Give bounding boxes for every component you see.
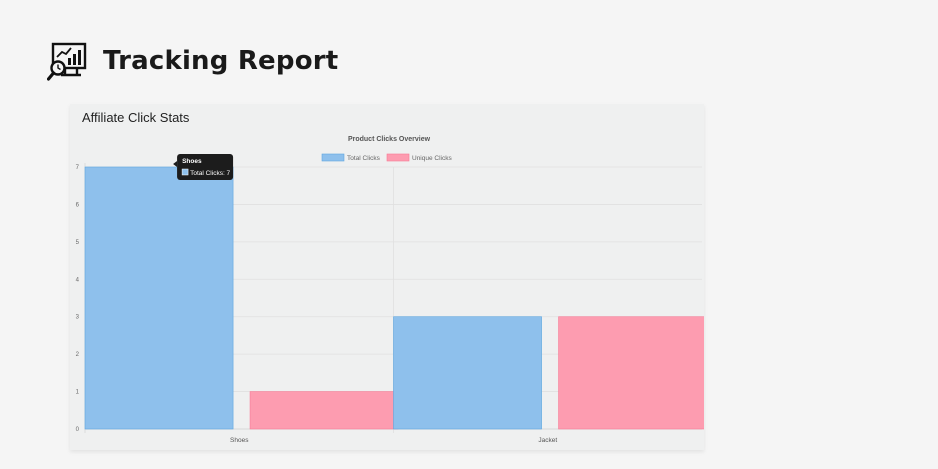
x-tick-label-0: Shoes — [230, 437, 249, 444]
y-tick-label-5: 5 — [76, 240, 80, 246]
y-tick-label-3: 3 — [76, 315, 80, 321]
y-tick-label-2: 2 — [76, 352, 80, 358]
tooltip-caret — [173, 161, 178, 167]
analytics-monitor-icon — [47, 42, 87, 81]
tooltip-box — [177, 154, 234, 180]
page-title: Tracking Report — [103, 46, 339, 76]
tooltip-title: Shoes — [182, 158, 202, 165]
bar-jacket-1 — [558, 316, 704, 430]
y-tick-label-1: 1 — [76, 390, 80, 396]
y-tick-label-0: 0 — [76, 427, 80, 433]
card-title: Affiliate Click Stats — [82, 110, 190, 125]
bar-chart: Product Clicks Overview Total Clicks Uniqu… — [76, 136, 704, 444]
legend-swatch-0 — [321, 153, 345, 162]
x-tick-label-1: Jacket — [538, 437, 557, 444]
bar-shoes-0 — [84, 166, 234, 430]
legend-label-1: Unique Clicks — [412, 155, 452, 162]
legend-swatch-1 — [386, 153, 410, 162]
y-tick-label-7: 7 — [76, 165, 80, 171]
bar-jacket-0 — [393, 316, 542, 430]
y-tick-label-6: 6 — [76, 202, 80, 208]
tooltip-label: Total Clicks: 7 — [190, 170, 230, 177]
page-header: Tracking Report — [47, 40, 338, 82]
chart-title: Product Clicks Overview — [348, 136, 431, 143]
y-tick-label-4: 4 — [76, 277, 80, 283]
tooltip-swatch — [181, 168, 189, 176]
chart-card: Affiliate Click Stats Product Clicks Ove… — [70, 104, 704, 450]
legend-label-0: Total Clicks — [347, 155, 381, 162]
bar-shoes-1 — [249, 391, 399, 430]
